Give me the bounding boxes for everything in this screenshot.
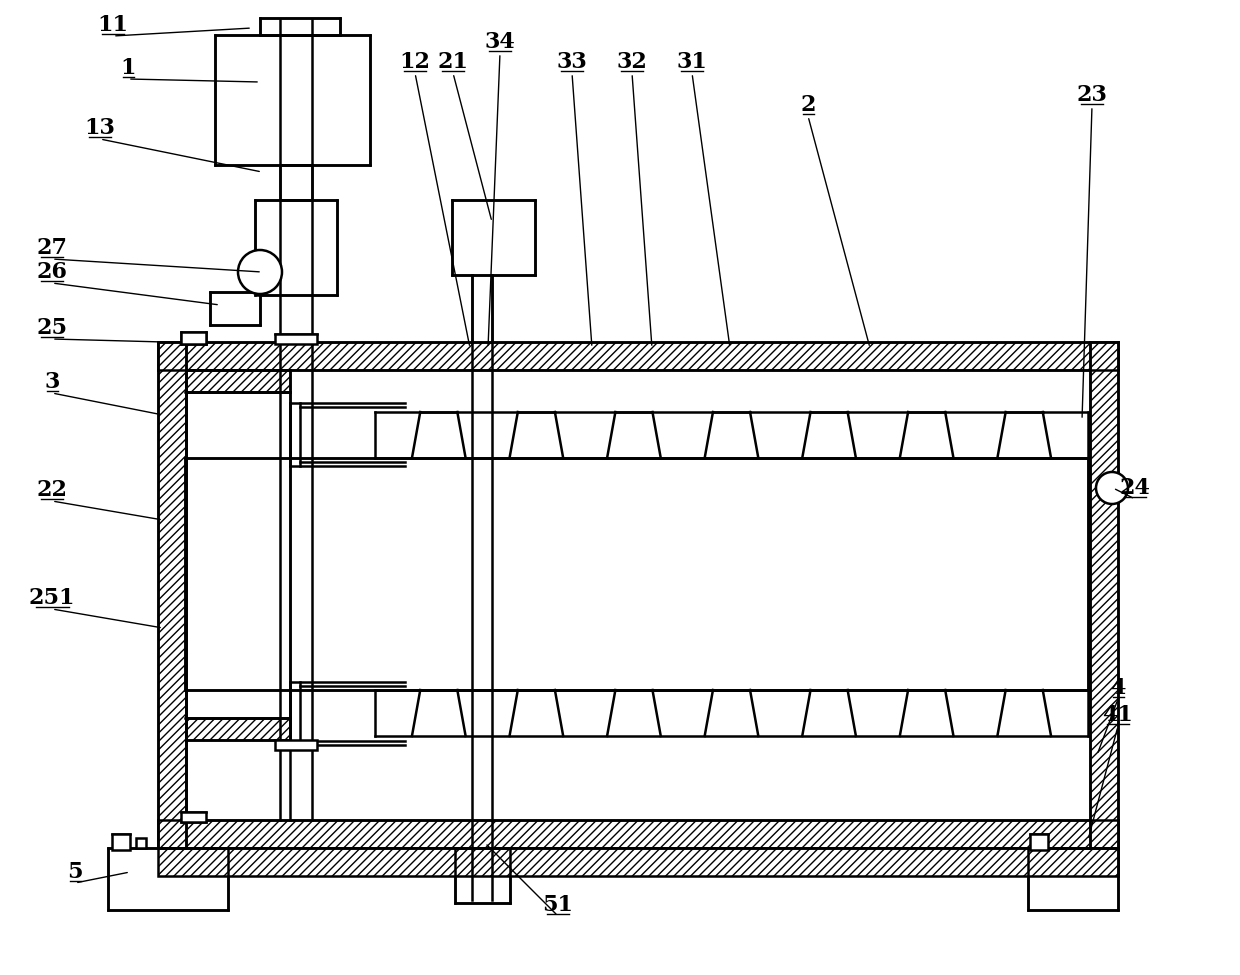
Bar [275, 740, 317, 750]
Bar [181, 332, 206, 344]
Bar [112, 834, 130, 850]
Text: 12: 12 [399, 51, 430, 73]
Text: 3: 3 [45, 371, 60, 393]
Bar [1030, 834, 1048, 850]
Bar [157, 848, 1118, 876]
Bar [215, 35, 370, 165]
Bar [1090, 342, 1118, 848]
Text: 21: 21 [438, 51, 469, 73]
Bar [455, 848, 510, 903]
Text: 26: 26 [36, 261, 67, 283]
Bar [136, 838, 146, 848]
Bar [210, 292, 260, 325]
Bar [1028, 848, 1118, 910]
Text: 4: 4 [1110, 677, 1126, 699]
Text: 31: 31 [677, 51, 708, 73]
Text: 24: 24 [1120, 477, 1151, 499]
Text: 13: 13 [84, 117, 115, 139]
Circle shape [1096, 472, 1128, 504]
Bar [108, 848, 228, 910]
Text: 34: 34 [485, 31, 516, 53]
Bar [280, 165, 312, 200]
Circle shape [238, 250, 281, 294]
Text: 27: 27 [36, 237, 67, 259]
Text: 23: 23 [1076, 84, 1107, 106]
Text: 2: 2 [800, 94, 816, 116]
Bar [185, 458, 1087, 690]
Bar [260, 18, 340, 35]
Bar [186, 718, 290, 740]
Text: 41: 41 [1102, 704, 1133, 726]
Bar [255, 200, 337, 295]
Text: 251: 251 [29, 587, 76, 609]
Text: 51: 51 [543, 894, 573, 916]
Text: 22: 22 [36, 479, 67, 501]
Text: 32: 32 [616, 51, 647, 73]
Bar [157, 820, 1118, 848]
Text: 11: 11 [98, 14, 129, 36]
Bar [157, 342, 186, 848]
Text: 25: 25 [36, 317, 67, 339]
Bar [186, 370, 290, 392]
Bar [181, 812, 206, 822]
Bar [453, 200, 534, 275]
Text: 33: 33 [557, 51, 588, 73]
Bar [275, 334, 317, 344]
Text: 5: 5 [67, 861, 83, 883]
Text: 1: 1 [120, 57, 135, 79]
Bar [157, 342, 1118, 370]
